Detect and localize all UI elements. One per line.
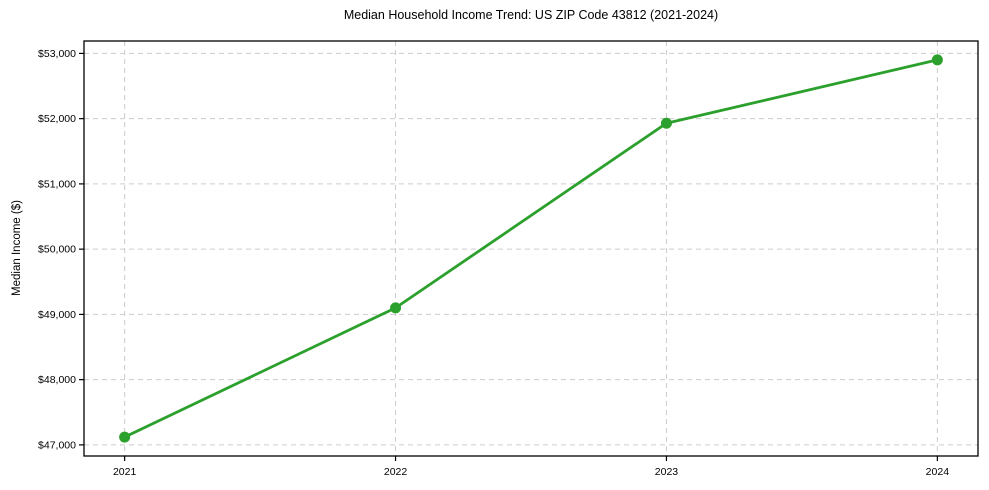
data-point-marker [119, 431, 131, 443]
x-tick-label: 2024 [926, 466, 950, 478]
data-point-marker [660, 117, 672, 129]
data-point-marker [931, 54, 943, 66]
y-tick-label: $50,000 [38, 244, 76, 256]
y-tick-label: $48,000 [38, 374, 76, 386]
y-tick-label: $52,000 [38, 113, 76, 125]
y-tick-label: $53,000 [38, 48, 76, 60]
y-tick-label: $47,000 [38, 439, 76, 451]
trend-line [123, 58, 939, 439]
x-tick-label: 2022 [384, 466, 408, 478]
y-tick-label: $49,000 [38, 309, 76, 321]
y-tick-label: $51,000 [38, 178, 76, 190]
chart-title: Median Household Income Trend: US ZIP Co… [343, 8, 719, 22]
x-tick-label: 2021 [113, 466, 137, 478]
x-tick-label: 2023 [655, 466, 679, 478]
plot-border [83, 40, 979, 457]
data-point-marker [390, 302, 402, 314]
